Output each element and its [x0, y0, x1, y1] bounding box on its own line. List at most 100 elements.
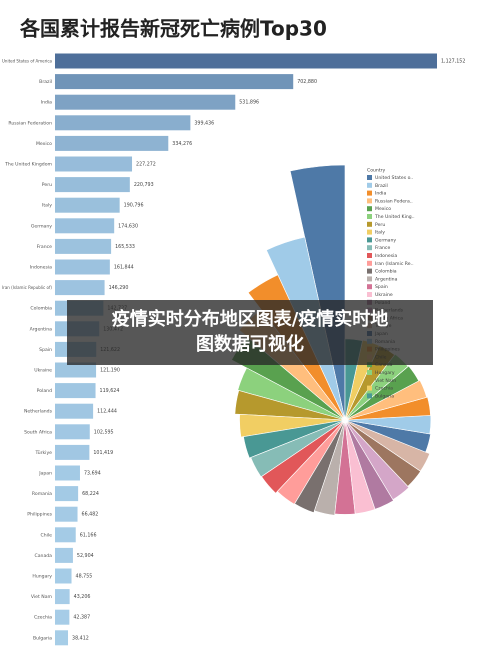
value-label: 73,694 [84, 471, 101, 477]
y-tick-label: Poland [37, 388, 52, 394]
rose-wedge [314, 419, 346, 516]
legend-swatch [367, 393, 372, 399]
value-label: 42,387 [73, 615, 90, 621]
value-label: 399,436 [194, 120, 214, 126]
bar [55, 362, 97, 378]
value-label: 101,419 [93, 450, 113, 456]
legend-label: Bulgaria [375, 393, 394, 399]
banner-background [67, 300, 433, 365]
value-label: 165,533 [115, 244, 135, 250]
legend-label: United States o.. [375, 175, 413, 181]
y-tick-label: Netherlands [24, 409, 53, 415]
legend-swatch [367, 268, 372, 274]
y-tick-label: Argentina [30, 326, 53, 332]
rose-wedge [344, 419, 431, 472]
rose-wedge [237, 367, 346, 421]
bar [55, 74, 294, 90]
legend-swatch [367, 182, 372, 188]
value-label: 531,896 [239, 100, 259, 106]
legend-swatch [367, 214, 372, 219]
value-label: 702,880 [297, 79, 317, 85]
legend-label: Hungary [375, 370, 395, 376]
y-tick-label: Spain [39, 347, 52, 353]
bar [55, 568, 72, 584]
y-tick-label: Colombia [30, 306, 52, 312]
legend-label: Ukraine [375, 292, 393, 298]
value-label: 190,796 [124, 203, 144, 209]
banner-line-1: 疫情实时分布地区图表/疫情实时地 [112, 308, 389, 330]
legend-swatch [367, 253, 372, 258]
y-tick-label: Türkiye [35, 450, 53, 456]
value-label: 227,272 [136, 162, 156, 168]
value-label: 102,595 [94, 429, 114, 435]
y-tick-label: Peru [42, 182, 52, 188]
y-tick-label: Brazil [39, 79, 52, 85]
value-label: 119,624 [100, 388, 120, 394]
rose-wedge [344, 419, 410, 501]
y-tick-label: Philippines [27, 512, 52, 518]
value-label: 38,412 [72, 635, 89, 641]
y-tick-label: Czechia [34, 615, 52, 621]
legend-label: Peru [375, 222, 385, 228]
legend-title: Country [367, 168, 386, 174]
bar [55, 589, 70, 605]
value-label: 48,755 [76, 574, 93, 580]
legend-label: Russian Federa.. [375, 198, 413, 204]
bar [55, 424, 90, 440]
y-tick-label: Ukraine [34, 368, 52, 374]
y-tick-label: Germany [31, 223, 52, 229]
bar [55, 280, 105, 296]
value-label: 68,224 [82, 491, 99, 497]
legend-label: Mexico [375, 206, 391, 212]
bar [55, 197, 120, 213]
bar [55, 547, 73, 563]
rose-wedge [344, 419, 394, 510]
legend-label: Canada [375, 362, 393, 368]
rose-wedge [344, 419, 431, 453]
legend-label: Germany [375, 237, 396, 243]
y-tick-label: Japan [38, 471, 52, 477]
rose-wedge [239, 413, 346, 438]
y-tick-label: Viet Nam [31, 594, 53, 600]
legend-swatch [367, 370, 372, 375]
banner-line-2: 图数据可视化 [196, 333, 304, 355]
y-tick-label: Italy [42, 203, 52, 209]
legend-swatch [367, 190, 372, 196]
bar [55, 259, 110, 275]
bar [55, 444, 90, 460]
bar [55, 156, 133, 172]
bar [55, 630, 69, 646]
bar [55, 94, 236, 110]
legend-swatch [367, 237, 372, 243]
legend-label: Czechia [375, 386, 393, 392]
rose-wedge [294, 419, 346, 514]
bar [55, 238, 112, 254]
y-tick-label: Bulgaria [33, 635, 52, 641]
y-tick-label: France [37, 244, 52, 250]
value-label: 220,793 [134, 182, 154, 188]
bar [55, 115, 191, 131]
y-tick-label: South Africa [24, 429, 52, 435]
y-tick-label: Russian Federation [8, 120, 52, 126]
bar [55, 527, 76, 543]
rose-wedge [234, 390, 346, 421]
legend-swatch [367, 377, 372, 383]
legend-swatch [367, 284, 372, 290]
bar [55, 177, 130, 193]
y-tick-label: India [41, 100, 52, 106]
bar-chart: United States of America 1,127,152 Brazil 7… [2, 53, 465, 646]
y-tick-label: Hungary [32, 574, 52, 580]
value-label: 174,630 [118, 223, 138, 229]
bar [55, 506, 78, 522]
rose-wedge [250, 419, 346, 478]
legend-label: Indonesia [375, 253, 397, 259]
y-tick-label: Romania [32, 491, 52, 497]
value-label: 43,206 [74, 594, 91, 600]
legend-label: India [375, 191, 386, 197]
bar [55, 53, 437, 69]
value-label: 146,290 [109, 285, 129, 291]
value-label: 61,166 [80, 532, 97, 538]
legend-swatch [367, 198, 372, 204]
rose-wedge [344, 365, 420, 421]
